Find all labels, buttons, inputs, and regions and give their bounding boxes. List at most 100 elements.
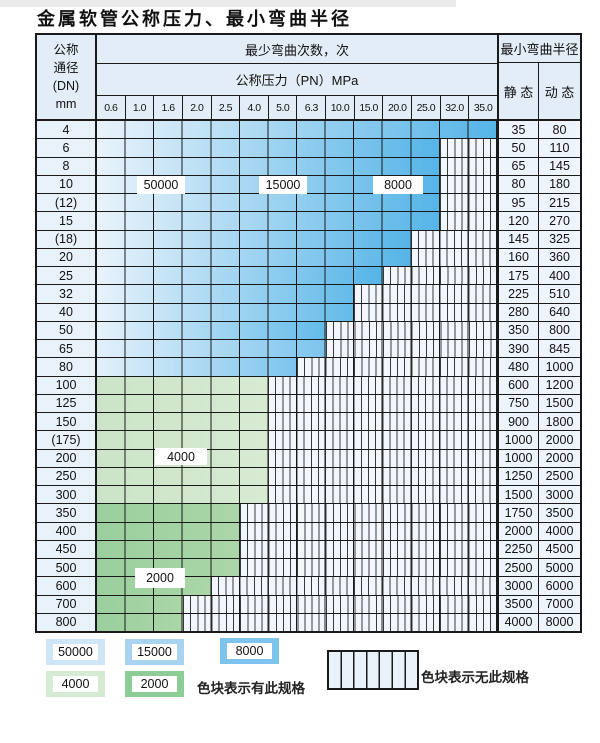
no-spec-hatch — [239, 504, 497, 522]
dn-cell: 8 — [37, 157, 97, 175]
no-spec-hatch — [439, 139, 497, 157]
colored-span — [97, 413, 269, 431]
dn-header-line: (DN) — [52, 79, 80, 93]
table-row: 40 280 640 — [37, 303, 580, 322]
table-body: 4 35 80 6 50 110 8 65 145 10 80 180 (12) 95 215 15 120 27… — [37, 121, 580, 631]
dn-cell: 800 — [37, 613, 97, 631]
no-spec-hatch — [439, 175, 497, 193]
dn-cell: 25 — [37, 267, 97, 285]
table-row: 150 900 1800 — [37, 413, 580, 432]
no-spec-hatch — [268, 449, 497, 467]
pressure-area — [97, 358, 497, 376]
pressure-area — [97, 157, 497, 175]
colored-span — [97, 321, 326, 339]
no-spec-hatch — [325, 321, 497, 339]
no-spec-hatch — [439, 212, 497, 230]
dynamic-radius-cell: 8000 — [538, 613, 580, 631]
pressure-tick-label: 1.0 — [125, 96, 155, 119]
table-header: 公称 通径 (DN) mm 最少弯曲次数，次 公称压力（PN）MPa 0.6 1.… — [37, 35, 580, 121]
pressure-area — [97, 321, 497, 339]
colored-span — [97, 121, 497, 139]
dn-cell: 65 — [37, 340, 97, 358]
dn-header-cell: 公称 通径 (DN) mm — [37, 35, 97, 119]
static-radius-cell: 1500 — [497, 486, 538, 504]
pressure-area — [97, 267, 497, 285]
static-radius-cell: 280 — [497, 303, 538, 321]
static-dynamic-header: 静 态 动 态 — [499, 63, 580, 119]
dn-cell: (18) — [37, 230, 97, 248]
radius-header: 最小弯曲半径 — [499, 35, 580, 63]
no-spec-hatch — [182, 613, 497, 631]
table-row: (12) 95 215 — [37, 194, 580, 213]
scan-artifact-strip — [0, 0, 456, 7]
table-row: 8 65 145 — [37, 157, 580, 176]
dn-cell: 10 — [37, 175, 97, 193]
table-row: 6 50 110 — [37, 139, 580, 158]
pressure-header: 公称压力（PN）MPa — [97, 63, 497, 95]
static-radius-cell: 65 — [497, 157, 538, 175]
pressure-tick-label: 15.0 — [354, 96, 384, 119]
colored-span — [97, 467, 269, 485]
no-spec-hatch — [268, 394, 497, 412]
static-radius-cell: 1000 — [497, 449, 538, 467]
no-spec-hatch — [268, 431, 497, 449]
no-spec-hatch — [268, 413, 497, 431]
dn-header-line: mm — [55, 97, 77, 112]
pressure-area — [97, 595, 497, 613]
static-radius-cell: 900 — [497, 413, 538, 431]
legend-swatch-value: 2000 — [132, 676, 177, 692]
no-spec-hatch — [411, 248, 497, 266]
dynamic-radius-cell: 3000 — [538, 486, 580, 504]
static-radius-cell: 120 — [497, 212, 538, 230]
dynamic-radius-cell: 5000 — [538, 559, 580, 577]
dn-header-line: 公称 — [53, 42, 79, 57]
dn-header-line: 通径 — [53, 60, 79, 75]
dynamic-radius-cell: 7000 — [538, 595, 580, 613]
pressure-tick-label: 25.0 — [412, 96, 441, 119]
header-right: 最小弯曲半径 静 态 动 态 — [497, 35, 580, 119]
static-radius-cell: 160 — [497, 248, 538, 266]
table-row: 200 1000 2000 — [37, 449, 580, 468]
static-radius-cell: 350 — [497, 321, 538, 339]
dn-cell: 150 — [37, 413, 97, 431]
pressure-area — [97, 504, 497, 522]
no-spec-hatch — [354, 303, 497, 321]
colored-span — [97, 248, 412, 266]
colored-span — [97, 613, 183, 631]
dynamic-radius-cell: 800 — [538, 321, 580, 339]
static-radius-cell: 50 — [497, 139, 538, 157]
table-row: 20 160 360 — [37, 248, 580, 267]
pressure-tick-label: 2.0 — [182, 96, 212, 119]
static-radius-cell: 600 — [497, 376, 538, 394]
colored-span — [97, 194, 440, 212]
table-row: 100 600 1200 — [37, 376, 580, 395]
dn-cell: 100 — [37, 376, 97, 394]
dn-cell: 40 — [37, 303, 97, 321]
static-radius-cell: 175 — [497, 267, 538, 285]
dn-cell: 600 — [37, 577, 97, 595]
dn-cell: 50 — [37, 321, 97, 339]
table-row: 125 750 1500 — [37, 394, 580, 413]
dynamic-radius-cell: 4000 — [538, 522, 580, 540]
static-radius-cell: 225 — [497, 285, 538, 303]
dn-cell: 350 — [37, 504, 97, 522]
pressure-area — [97, 486, 497, 504]
dynamic-radius-cell: 400 — [538, 267, 580, 285]
legend-no-spec-text: 色块表示无此规格 — [421, 670, 529, 685]
dn-cell: 80 — [37, 358, 97, 376]
table-row: 600 3000 6000 — [37, 577, 580, 596]
dynamic-radius-cell: 845 — [538, 340, 580, 358]
pressure-tick-label: 20.0 — [383, 96, 413, 119]
pressure-area — [97, 139, 497, 157]
no-spec-hatch — [268, 376, 497, 394]
pressure-tick-label: 2.5 — [211, 96, 241, 119]
table-row: 300 1500 3000 — [37, 486, 580, 505]
pressure-area — [97, 285, 497, 303]
legend-swatch-value: 4000 — [53, 676, 98, 692]
colored-span — [97, 522, 240, 540]
no-spec-hatch — [325, 340, 497, 358]
legend-swatch-value: 15000 — [132, 644, 177, 660]
colored-span — [97, 139, 440, 157]
colored-span — [97, 157, 440, 175]
